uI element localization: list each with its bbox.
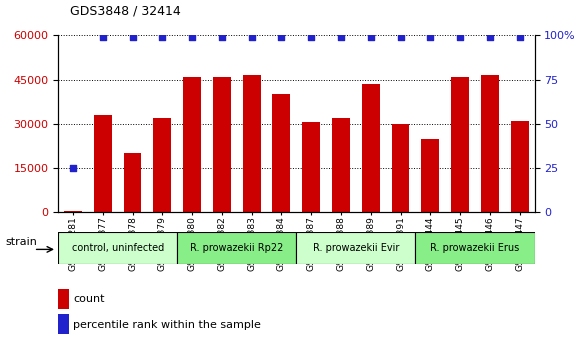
Bar [392,124,410,212]
Bar [177,232,296,264]
Bar [302,122,320,212]
Text: control, uninfected: control, uninfected [71,243,164,253]
Bar [481,75,498,212]
Point [366,34,375,40]
Text: R. prowazekii Evir: R. prowazekii Evir [313,243,399,253]
Bar [64,211,82,212]
Bar [421,139,439,212]
Bar [58,289,69,309]
Text: R. prowazekii Rp22: R. prowazekii Rp22 [190,243,284,253]
Point [188,34,197,40]
Point [69,165,78,171]
Bar [213,77,231,212]
Bar [243,75,260,212]
Bar [296,232,415,264]
Text: percentile rank within the sample: percentile rank within the sample [73,320,261,330]
Bar [362,84,379,212]
Point [277,34,286,40]
Bar [451,77,469,212]
Point [336,34,346,40]
Point [396,34,405,40]
Text: R. prowazekii Erus: R. prowazekii Erus [431,243,519,253]
Bar [153,118,171,212]
Bar [415,232,535,264]
Text: GDS3848 / 32414: GDS3848 / 32414 [70,5,181,18]
Bar [332,118,350,212]
Bar [94,115,112,212]
Point [426,34,435,40]
Bar [511,121,529,212]
Bar [272,95,290,212]
Point [128,34,137,40]
Point [515,34,524,40]
Point [157,34,167,40]
Text: strain: strain [6,238,38,247]
Bar [183,77,201,212]
Bar [58,232,177,264]
Text: count: count [73,294,105,304]
Bar [124,153,141,212]
Point [217,34,227,40]
Point [98,34,107,40]
Point [485,34,494,40]
Bar [58,314,69,334]
Point [456,34,465,40]
Point [247,34,256,40]
Point [307,34,316,40]
